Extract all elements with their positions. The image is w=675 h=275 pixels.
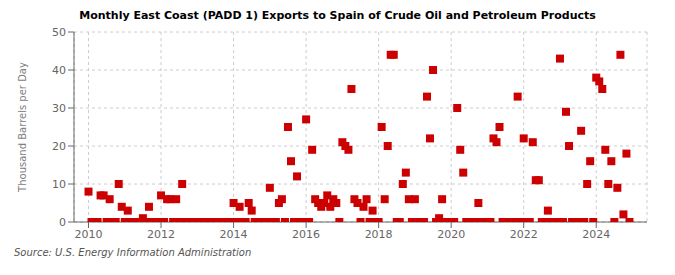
svg-text:40: 40 — [52, 64, 66, 77]
svg-text:2018: 2018 — [365, 228, 393, 241]
svg-text:30: 30 — [52, 102, 66, 115]
svg-text:2024: 2024 — [582, 228, 610, 241]
svg-text:2022: 2022 — [510, 228, 538, 241]
svg-text:20: 20 — [52, 140, 66, 153]
svg-text:2020: 2020 — [437, 228, 465, 241]
svg-text:2016: 2016 — [292, 228, 320, 241]
svg-text:2014: 2014 — [220, 228, 248, 241]
svg-text:10: 10 — [52, 178, 66, 191]
svg-text:Thousand Barrels per Day: Thousand Barrels per Day — [17, 62, 28, 193]
svg-text:2010: 2010 — [75, 228, 103, 241]
svg-text:50: 50 — [52, 26, 66, 39]
svg-text:2012: 2012 — [147, 228, 175, 241]
svg-text:0: 0 — [59, 216, 66, 229]
html-text:Monthly East Coast (PADD 1) Ex: Monthly East Coast (PADD 1) Exports to S… — [79, 9, 596, 22]
html-text:Source: U.S. Energy Informatio: Source: U.S. Energy Information Administ… — [14, 247, 252, 258]
